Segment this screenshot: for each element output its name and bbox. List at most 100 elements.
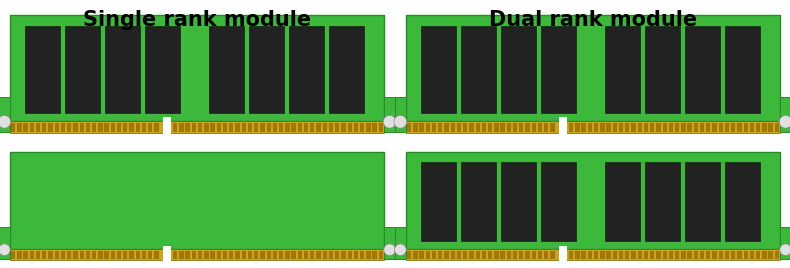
Bar — [10, 249, 384, 260]
Bar — [10, 152, 384, 249]
Bar — [600, 123, 604, 132]
Bar — [513, 123, 517, 132]
Bar — [607, 251, 611, 259]
Bar — [204, 123, 209, 132]
Bar — [762, 123, 766, 132]
Bar — [123, 251, 127, 259]
Bar — [322, 251, 327, 259]
Bar — [756, 251, 760, 259]
Bar — [372, 123, 377, 132]
Bar — [266, 123, 271, 132]
Bar — [612, 123, 617, 132]
Bar — [248, 123, 252, 132]
Bar — [575, 123, 580, 132]
Bar — [0, 97, 10, 132]
Bar — [179, 123, 183, 132]
Bar — [457, 123, 461, 132]
Bar — [341, 123, 346, 132]
Bar — [743, 251, 748, 259]
Bar — [419, 251, 423, 259]
Bar — [687, 123, 692, 132]
Bar — [316, 123, 321, 132]
Bar — [706, 251, 710, 259]
Bar — [406, 249, 780, 260]
Bar — [384, 97, 395, 132]
Bar — [348, 251, 352, 259]
Bar — [581, 123, 586, 132]
Bar — [173, 251, 178, 259]
Bar — [42, 251, 47, 259]
Bar — [204, 251, 209, 259]
Bar — [367, 251, 371, 259]
Bar — [407, 123, 412, 132]
Bar — [426, 123, 430, 132]
Bar — [675, 251, 679, 259]
Bar — [248, 251, 252, 259]
Bar — [17, 251, 21, 259]
Bar — [55, 123, 59, 132]
Bar — [575, 251, 580, 259]
Bar — [406, 121, 780, 133]
Bar — [775, 123, 779, 132]
Bar — [329, 26, 364, 113]
Bar — [625, 123, 630, 132]
Bar — [395, 227, 406, 259]
Bar — [273, 251, 277, 259]
Bar — [163, 117, 171, 134]
Bar — [685, 162, 720, 241]
Bar — [645, 26, 680, 113]
Bar — [148, 251, 152, 259]
Bar — [656, 251, 660, 259]
Bar — [123, 123, 127, 132]
Bar — [756, 123, 760, 132]
Bar — [476, 251, 480, 259]
Bar — [762, 251, 766, 259]
Bar — [98, 123, 103, 132]
Bar — [354, 251, 358, 259]
Bar — [10, 121, 384, 133]
Bar — [594, 251, 598, 259]
Bar — [469, 251, 474, 259]
Bar — [11, 251, 15, 259]
Bar — [316, 251, 321, 259]
Bar — [444, 251, 449, 259]
Bar — [235, 251, 239, 259]
Bar — [488, 251, 492, 259]
Bar — [209, 26, 244, 113]
Bar — [501, 162, 536, 241]
Bar — [384, 227, 395, 259]
Bar — [438, 251, 442, 259]
Bar — [285, 123, 290, 132]
Bar — [605, 26, 640, 113]
Bar — [725, 251, 729, 259]
Bar — [335, 251, 340, 259]
Bar — [495, 123, 498, 132]
Bar — [588, 251, 592, 259]
Bar — [0, 227, 10, 259]
Bar — [198, 123, 202, 132]
Bar — [532, 251, 536, 259]
Bar — [605, 162, 640, 241]
Bar — [559, 117, 567, 134]
Bar — [750, 251, 754, 259]
Bar — [581, 251, 586, 259]
Bar — [173, 123, 178, 132]
Bar — [495, 251, 498, 259]
Bar — [706, 123, 710, 132]
Bar — [500, 251, 505, 259]
Bar — [713, 251, 717, 259]
Bar — [780, 227, 790, 259]
Circle shape — [394, 116, 407, 128]
Bar — [700, 123, 704, 132]
Bar — [780, 97, 790, 132]
Bar — [367, 123, 371, 132]
Bar — [111, 251, 115, 259]
Bar — [725, 123, 729, 132]
Bar — [298, 251, 302, 259]
Bar — [644, 251, 648, 259]
Bar — [631, 123, 636, 132]
Bar — [67, 123, 71, 132]
Bar — [117, 123, 122, 132]
Bar — [92, 123, 96, 132]
Bar — [541, 26, 576, 113]
